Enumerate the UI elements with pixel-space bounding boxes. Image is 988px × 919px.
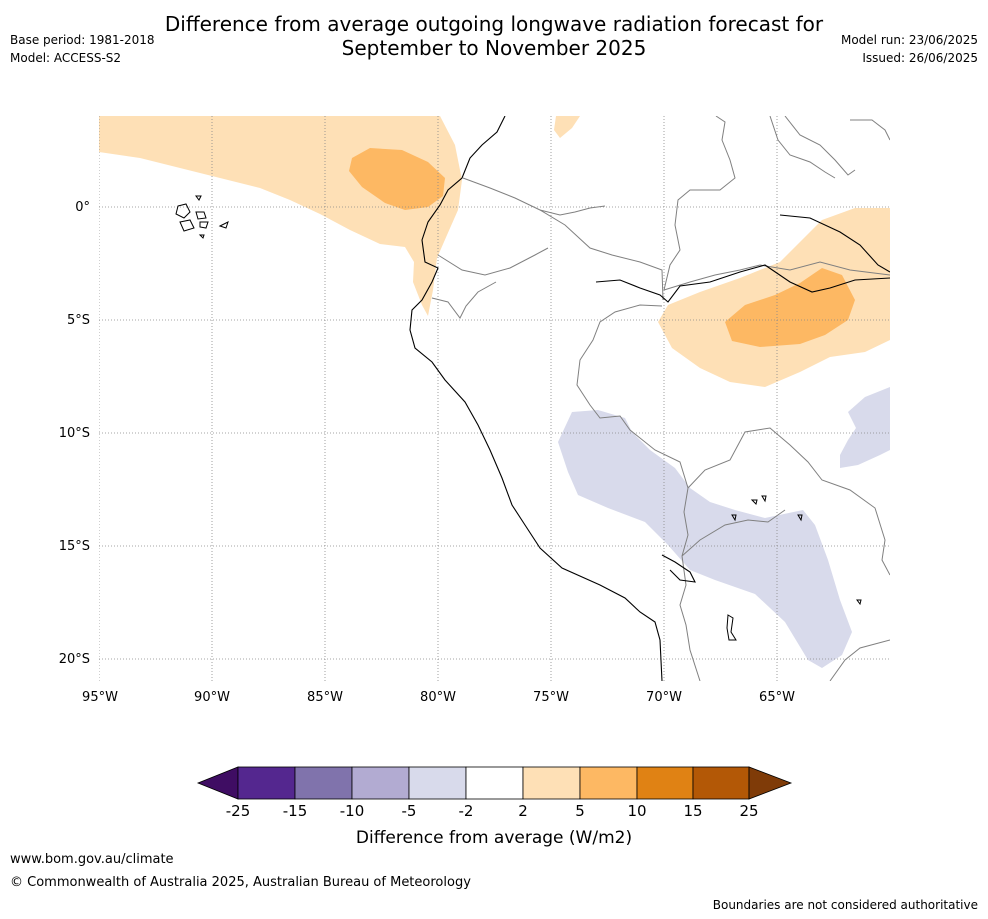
lat-label: 5°S [67,313,90,328]
anomaly-orange-amazon [725,268,855,347]
colorbar-swatch [237,766,296,800]
colorbar-tick: -10 [340,802,365,820]
anomaly-light-orange-top [554,116,580,138]
title-line-2: September to November 2025 [341,36,647,60]
colorbar-label: Difference from average (W/m2) [356,828,632,848]
colorbar-tick: 15 [683,802,702,820]
footer-url: www.bom.gov.au/climate [10,852,174,867]
colorbar-swatch [522,766,581,800]
lon-label: 90°W [194,690,230,705]
colorbar-swatch [692,766,750,800]
colorbar [196,766,793,800]
anomaly-orange-northwest [349,148,445,210]
country-borders [431,116,890,681]
colorbar-tick: -5 [402,802,417,820]
lon-labels: 95°W 90°W 85°W 80°W 75°W 70°W 65°W [82,690,795,705]
colorbar-tick: -15 [283,802,308,820]
colorbar-extend-low [196,766,239,800]
colorbar-tick: 10 [627,802,646,820]
colorbar-tick: -2 [459,802,474,820]
title-line-1: Difference from average outgoing longwav… [164,12,824,36]
lon-gridlines [99,116,778,681]
colorbar-extend-high [748,766,793,800]
footer-disclaimer: Boundaries are not considered authoritat… [712,898,978,912]
lon-label: 70°W [646,690,682,705]
lat-label: 15°S [59,539,90,554]
lon-label: 75°W [533,690,569,705]
lat-label: 20°S [59,652,90,667]
colorbar-ticks: -25 -15 -10 -5 -2 2 5 10 15 25 [226,802,759,820]
lon-label: 80°W [420,690,456,705]
colorbar-tick: -25 [226,802,251,820]
footer-copyright: © Commonwealth of Australia 2025, Austra… [10,875,471,890]
colorbar-tick: 25 [739,802,758,820]
model-name: Model: ACCESS-S2 [10,51,122,65]
colorbar-swatch [579,766,638,800]
coastlines [409,116,890,681]
colorbar-swatch [351,766,410,800]
meta-left: Base period: 1981-2018 Model: ACCESS-S2 [10,31,155,67]
lon-label: 95°W [82,690,118,705]
lat-labels: 0° 5°S 10°S 15°S 20°S [59,200,90,667]
model-run: Model run: 23/06/2025 [840,33,978,47]
colorbar-tick: 2 [518,802,528,820]
anomaly-light-purple-east [840,387,890,468]
colorbar-swatch [294,766,353,800]
colorbar-swatch [408,766,467,800]
lat-label: 10°S [59,426,90,441]
lon-label: 65°W [759,690,795,705]
issued-date: Issued: 26/06/2025 [862,51,978,65]
lake-titicaca [726,495,862,641]
meta-right: Model run: 23/06/2025 Issued: 26/06/2025 [841,31,978,67]
lat-label: 0° [75,200,90,215]
colorbar-tick: 5 [575,802,585,820]
colorbar-swatch [636,766,694,800]
anomaly-light-purple-andes [558,410,852,668]
colorbar-swatch [465,766,524,800]
map-area [99,116,890,681]
galapagos-islands [175,195,229,239]
base-period: Base period: 1981-2018 [10,33,155,47]
lon-label: 85°W [307,690,343,705]
chart-title: Difference from average outgoing longwav… [0,12,988,60]
